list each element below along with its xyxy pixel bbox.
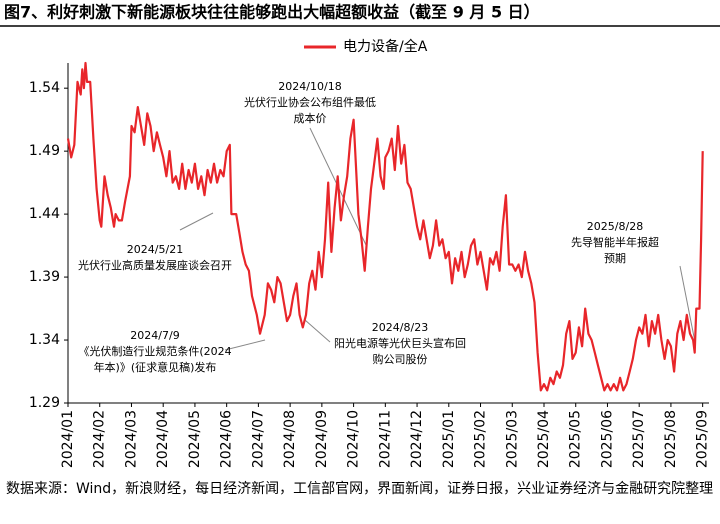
x-tick-label: 2025/06 xyxy=(599,410,615,468)
y-tick-label: 1.39 xyxy=(29,269,60,285)
x-tick-label: 2025/08 xyxy=(663,410,679,468)
x-tick-label: 2024/12 xyxy=(409,410,425,468)
x-tick-label: 2024/03 xyxy=(123,410,139,468)
chart: 图7、利好刺激下新能源板块往往能够跑出大幅超额收益（截至 9 月 5 日） 1.… xyxy=(0,3,720,468)
x-tick-label: 2024/07 xyxy=(250,410,266,468)
annotation: 光伏行业协会公布组件最低 xyxy=(244,95,376,109)
x-tick-label: 2025/07 xyxy=(631,410,647,468)
annotation: 2025/8/28 xyxy=(587,220,643,233)
x-tick-label: 2025/01 xyxy=(441,410,457,468)
x-tick-label: 2024/10 xyxy=(346,410,362,468)
leader-line xyxy=(224,339,266,351)
x-tick-label: 2025/04 xyxy=(536,410,552,468)
y-tick-label: 1.54 xyxy=(29,80,60,96)
annotation: 先导智能半年报超 xyxy=(571,235,659,249)
annotation: 《光伏制造行业规范条件(2024 xyxy=(78,344,231,358)
y-tick-label: 1.44 xyxy=(29,206,60,222)
annotation: 阳光电源等光伏巨头宣布回 xyxy=(334,336,466,350)
x-tick-label: 2025/09 xyxy=(695,410,711,468)
y-tick-label: 1.29 xyxy=(29,395,60,411)
x-tick-label: 2025/02 xyxy=(473,410,489,468)
annotation: 2024/8/23 xyxy=(372,321,428,334)
legend-label: 电力设备/全A xyxy=(343,38,428,55)
x-tick-label: 2024/04 xyxy=(155,410,171,468)
annotation: 购公司股份 xyxy=(373,352,428,366)
leader-line xyxy=(304,319,331,343)
x-tick-label: 2024/01 xyxy=(60,410,76,468)
y-tick-label: 1.34 xyxy=(29,332,60,348)
annotation: 预期 xyxy=(604,252,626,265)
annotation: 2024/7/9 xyxy=(130,329,179,342)
annotation: 2024/10/18 xyxy=(278,80,341,93)
y-tick-label: 1.49 xyxy=(29,143,60,159)
leader-line xyxy=(679,265,696,343)
x-tick-label: 2024/11 xyxy=(377,410,393,468)
source-note: 数据来源：Wind，新浪财经，每日经济新闻，工信部官网，界面新闻，证券日报，兴业… xyxy=(6,481,714,497)
leader-line xyxy=(179,212,214,231)
annotation: 2024/5/21 xyxy=(127,243,183,256)
annotation: 年本)》(征求意见稿)发布 xyxy=(94,360,217,374)
x-tick-label: 2024/08 xyxy=(282,410,298,468)
x-tick-label: 2024/09 xyxy=(314,410,330,468)
x-tick-label: 2025/05 xyxy=(568,410,584,468)
x-tick-label: 2024/05 xyxy=(187,410,203,468)
annotation: 光伏行业高质量发展座谈会召开 xyxy=(78,258,232,272)
x-tick-label: 2024/02 xyxy=(92,410,108,468)
annotation: 成本价 xyxy=(294,111,327,125)
series-line xyxy=(66,61,704,392)
x-tick-label: 2024/06 xyxy=(219,410,235,468)
chart-title: 图7、利好刺激下新能源板块往往能够跑出大幅超额收益（截至 9 月 5 日） xyxy=(4,3,540,22)
leader-lines xyxy=(179,127,696,351)
x-tick-label: 2025/03 xyxy=(504,410,520,468)
